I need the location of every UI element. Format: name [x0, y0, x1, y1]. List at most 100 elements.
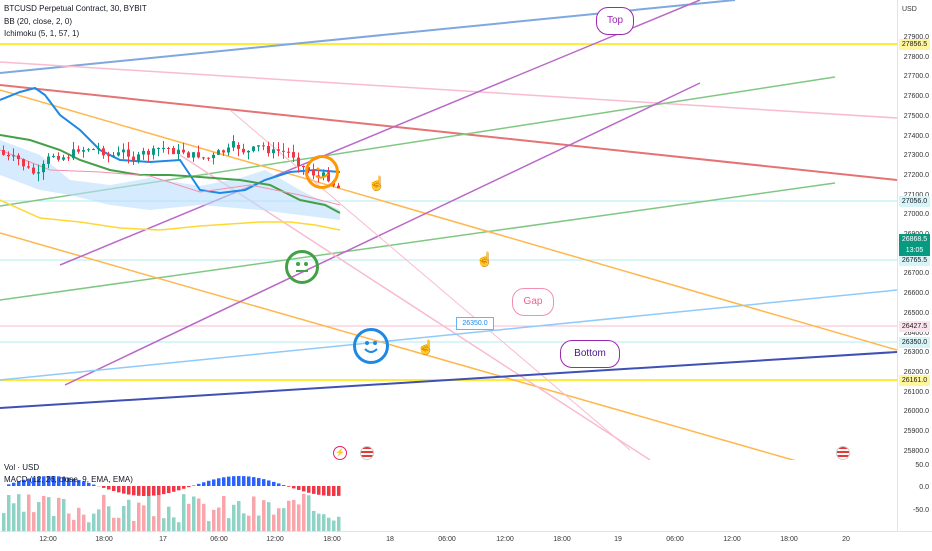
macd-histogram-bar — [187, 486, 191, 487]
volume-bar — [22, 512, 26, 531]
volume-bar — [197, 499, 201, 531]
macd-histogram-bar — [257, 478, 261, 486]
time-tick-label: 18:00 — [95, 536, 113, 543]
macd-histogram-bar — [222, 477, 226, 486]
time-tick-label: 06:00 — [210, 536, 228, 543]
volume-bar — [272, 515, 276, 531]
macd-histogram-bar — [172, 486, 176, 492]
macd-histogram-bar — [312, 486, 316, 494]
volume-bar — [207, 521, 211, 531]
macd-histogram-bar — [317, 486, 321, 495]
time-tick-label: 18:00 — [553, 536, 571, 543]
price-chart[interactable] — [0, 0, 897, 460]
candle-body — [132, 157, 135, 161]
lightning-icon[interactable]: ⚡ — [333, 446, 347, 460]
candle-body — [222, 150, 225, 152]
symbol-legend[interactable]: BTCUSD Perpetual Contract, 30, BYBIT — [4, 4, 147, 13]
volume-bar — [247, 516, 251, 531]
volume-bar — [72, 520, 76, 531]
last-price: 26868.5 — [899, 234, 930, 245]
ichimoku-legend[interactable]: Ichimoku (5, 1, 57, 1) — [4, 29, 79, 38]
volume-bar — [242, 513, 246, 531]
price-tick-label: 26000.0 — [904, 408, 929, 415]
volume-bar — [112, 518, 116, 531]
price-tick-label: 26100.0 — [904, 389, 929, 396]
candle-body — [32, 168, 35, 174]
indicator-pane[interactable]: Vol · USD MACD (12, 26, close, 9, EMA, E… — [0, 461, 897, 531]
volume-bar — [187, 504, 191, 531]
time-tick-label: 18:00 — [323, 536, 341, 543]
macd-histogram-bar — [182, 486, 186, 489]
bottom-callout[interactable]: Bottom — [560, 340, 620, 368]
candle-body — [27, 166, 30, 167]
volume-bar — [332, 521, 336, 531]
macd-histogram-bar — [102, 486, 106, 488]
time-tick-label: 12:00 — [723, 536, 741, 543]
macd-histogram-bar — [92, 485, 96, 486]
volume-bar — [97, 509, 101, 531]
candle-body — [272, 149, 275, 153]
time-tick-label: 18:00 — [780, 536, 798, 543]
volume-bar — [132, 521, 136, 531]
macd-histogram-bar — [177, 486, 181, 490]
time-tick-label: 06:00 — [666, 536, 684, 543]
us-flag-icon[interactable] — [836, 446, 850, 460]
macd-histogram-bar — [112, 486, 116, 491]
time-tick-label: 17 — [159, 536, 167, 543]
top-callout[interactable]: Top — [596, 7, 634, 35]
indicator-tick-label: 0.0 — [919, 484, 929, 491]
volume-bar — [37, 502, 41, 531]
candle-body — [47, 157, 50, 164]
macd-histogram-bar — [282, 485, 286, 486]
volume-bar — [202, 504, 206, 531]
macd-histogram-bar — [212, 479, 216, 486]
price-level-tag: 27056.0 — [899, 196, 930, 207]
candle-body — [2, 150, 5, 155]
macd-histogram-bar — [262, 479, 266, 486]
volume-bar — [7, 495, 11, 531]
macd-histogram-bar — [302, 486, 306, 491]
volume-bar — [217, 508, 221, 531]
bb-legend[interactable]: BB (20, close, 2, 0) — [4, 17, 72, 26]
candle-body — [232, 141, 235, 147]
time-tick-label: 12:00 — [266, 536, 284, 543]
pointing-hand-icon[interactable]: ☝ — [417, 340, 434, 354]
price-level-tag: 27856.5 — [899, 39, 930, 50]
gap-callout[interactable]: Gap — [512, 288, 554, 316]
us-flag-icon[interactable] — [360, 446, 374, 460]
candle-body — [197, 152, 200, 157]
candle-body — [237, 145, 240, 149]
pointing-hand-icon[interactable]: ☝ — [368, 176, 385, 190]
candle-body — [102, 148, 105, 155]
volume-legend[interactable]: Vol · USD — [4, 463, 39, 472]
main-chart-pane[interactable]: BTCUSD Perpetual Contract, 30, BYBIT BB … — [0, 0, 897, 460]
volume-bar — [212, 510, 216, 531]
smiley-green-icon[interactable] — [285, 250, 319, 284]
volume-bar — [232, 505, 236, 531]
candle-body — [187, 152, 190, 157]
price-note-label[interactable]: 26350.0 — [456, 317, 494, 330]
smiley-orange-icon[interactable] — [305, 155, 339, 189]
volume-bar — [17, 494, 21, 531]
macd-legend[interactable]: MACD (12, 26, close, 9, EMA, EMA) — [4, 475, 133, 484]
smiley-blue-icon[interactable] — [353, 328, 389, 364]
macd-histogram-bar — [207, 481, 211, 486]
candle-body — [17, 155, 20, 159]
price-tick-label: 27600.0 — [904, 93, 929, 100]
pointing-hand-icon[interactable]: ☝ — [476, 252, 493, 266]
indicator-tick-label: 50.0 — [915, 462, 929, 469]
price-tick-label: 27200.0 — [904, 172, 929, 179]
volume-bar — [262, 500, 266, 531]
price-tick-label: 27700.0 — [904, 73, 929, 80]
volume-bar — [147, 494, 151, 531]
last-price-tag: 26868.5 13:05 — [899, 234, 930, 256]
macd-histogram-bar — [152, 486, 156, 496]
macd-histogram-bar — [332, 486, 336, 496]
volume-bar — [122, 506, 126, 531]
volume-bar — [192, 497, 196, 531]
volume-bar — [52, 516, 56, 531]
macd-histogram-bar — [7, 484, 11, 486]
volume-bar — [337, 517, 341, 531]
